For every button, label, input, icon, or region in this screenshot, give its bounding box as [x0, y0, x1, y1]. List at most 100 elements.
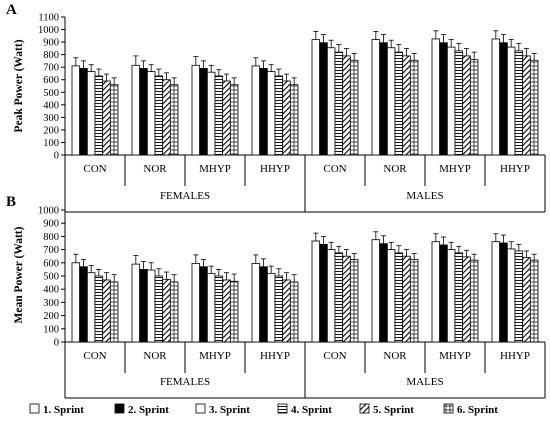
bar-white	[191, 64, 201, 156]
bar-white	[311, 39, 321, 156]
category-label: HHYP	[500, 163, 530, 175]
legend-label: 2. Sprint	[128, 404, 169, 416]
y-tick-label: 700	[43, 245, 59, 256]
category-label: NOR	[383, 163, 407, 175]
legend-label: 6. Sprint	[457, 404, 498, 416]
bar-white	[371, 239, 381, 343]
bar-black	[259, 266, 268, 343]
bar-black	[79, 68, 88, 156]
bar-white	[251, 65, 261, 156]
bar-grid	[529, 59, 539, 156]
bar-black	[379, 42, 388, 156]
mean-power-chart: B Mean Power (Watt) 0 100 200 300 400 500 600 700…	[6, 194, 546, 399]
bar-horizontal-lines	[514, 50, 524, 156]
legend-label: 3. Sprint	[209, 404, 250, 416]
category-label: HHYP	[260, 163, 290, 175]
legend-swatch-black	[114, 403, 125, 414]
bar-white-light	[146, 71, 156, 156]
bar-white-light	[386, 249, 396, 343]
bar-grid	[289, 84, 299, 156]
y-tick-label: 200	[43, 311, 59, 322]
bar-diagonal-hatch	[462, 55, 471, 156]
y-tick-label: 600	[43, 258, 59, 269]
category-label: CON	[83, 350, 106, 362]
bar-horizontal-lines	[274, 275, 284, 343]
panel-label: B	[6, 194, 16, 210]
bar-horizontal-lines	[214, 275, 224, 343]
bar-black	[139, 268, 148, 343]
y-tick-label: 1100	[38, 13, 59, 24]
bar-grid	[349, 259, 359, 343]
bar-black	[499, 42, 508, 156]
bar-white-light	[266, 71, 276, 156]
legend-swatch-grid	[443, 403, 454, 414]
category-label: HHYP	[260, 350, 290, 362]
bar-grid	[289, 281, 299, 343]
bar-grid	[409, 59, 419, 156]
legend-label: 4. Sprint	[291, 404, 332, 416]
panel-label: A	[6, 2, 17, 18]
bar-white-light	[506, 46, 516, 156]
bar-diagonal-hatch	[342, 255, 351, 343]
bar-diagonal-hatch	[522, 257, 531, 343]
bar-diagonal-hatch	[162, 79, 171, 156]
y-tick-label: 400	[43, 285, 59, 296]
bar-black	[199, 68, 208, 156]
category-label: MHYP	[199, 350, 231, 362]
bar-white	[491, 38, 501, 156]
bar-diagonal-hatch	[162, 278, 171, 343]
category-label: NOR	[143, 163, 167, 175]
category-label: NOR	[143, 350, 167, 362]
bar-white-light	[446, 249, 456, 343]
bar-diagonal-hatch	[102, 279, 111, 343]
bar-horizontal-lines	[514, 250, 524, 343]
category-label: CON	[323, 163, 346, 175]
bar-grid	[169, 281, 179, 343]
legend-swatch-diagonal-hatch	[359, 403, 370, 414]
y-tick-label: 1000	[38, 206, 59, 217]
category-label: HHYP	[500, 350, 530, 362]
group-label: MALES	[406, 190, 443, 202]
bar-horizontal-lines	[214, 75, 224, 156]
bar-horizontal-lines	[274, 75, 284, 156]
bar-diagonal-hatch	[282, 279, 291, 343]
bar-black	[439, 42, 448, 156]
bar-grid	[169, 84, 179, 156]
bar-grid	[109, 84, 119, 156]
bar-diagonal-hatch	[282, 80, 291, 156]
category-label: MHYP	[439, 163, 471, 175]
bar-black	[79, 266, 88, 343]
category-label: MHYP	[199, 163, 231, 175]
bar-black	[319, 42, 328, 156]
bar-diagonal-hatch	[522, 55, 531, 156]
bar-black	[439, 244, 448, 343]
bar-grid	[229, 84, 239, 156]
bar-white-light	[86, 272, 96, 343]
bar-white-light	[206, 71, 216, 156]
y-tick-label: 0	[54, 151, 59, 162]
y-tick-label: 600	[43, 75, 59, 86]
bar-horizontal-lines	[334, 51, 344, 156]
bar-white-light	[446, 46, 456, 156]
y-tick-label: 800	[43, 232, 59, 243]
bar-white	[431, 38, 441, 156]
legend-label: 1. Sprint	[43, 404, 84, 416]
bar-white	[251, 263, 261, 343]
bar-diagonal-hatch	[462, 256, 471, 343]
bar-white-light	[506, 248, 516, 343]
bar-diagonal-hatch	[222, 279, 231, 343]
bar-grid	[529, 259, 539, 343]
bar-white-light	[386, 47, 396, 156]
y-tick-label: 100	[43, 138, 59, 149]
bar-diagonal-hatch	[342, 55, 351, 156]
y-tick-label: 300	[43, 298, 59, 309]
y-tick-label: 500	[43, 88, 59, 99]
bar-grid	[109, 281, 119, 343]
group-label: FEMALES	[160, 376, 210, 388]
bar-white-light	[86, 71, 96, 156]
y-tick-label: 500	[43, 272, 59, 283]
bar-grid	[469, 259, 479, 343]
y-tick-label: 100	[43, 324, 59, 335]
